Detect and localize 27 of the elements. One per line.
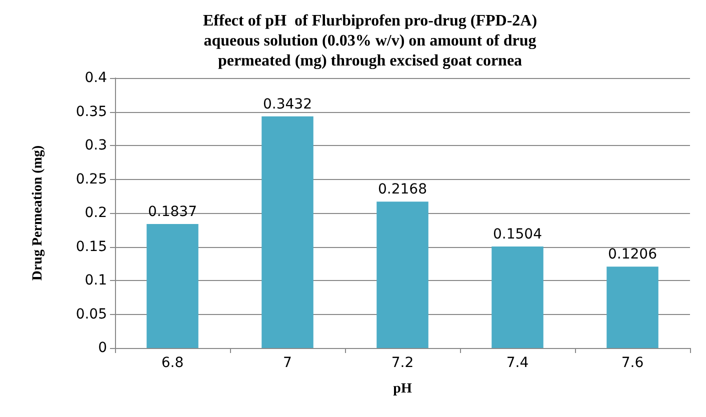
- y-tick-label: 0.15: [76, 238, 107, 255]
- x-axis-title: pH: [393, 382, 412, 396]
- x-tick-label: 6.8: [161, 355, 184, 371]
- y-tick-label: 0: [98, 340, 107, 356]
- x-tick-label: 7: [283, 355, 292, 371]
- x-tick-label: 7.6: [621, 355, 644, 371]
- y-tick-label: 0.05: [76, 306, 107, 322]
- bar: [492, 246, 544, 348]
- data-label: 0.1504: [493, 226, 542, 242]
- y-tick-label: 0.1: [84, 272, 107, 288]
- x-tick-label: 7.4: [506, 355, 529, 371]
- bar: [262, 116, 314, 348]
- y-tick-label: 0.4: [84, 70, 108, 86]
- chart-title: Effect of pH of Flurbiprofen pro-drug (FPD-2A) aqueous solution (0.03% w/v) on amount of drug permeated (mg) through excised goat cornea: [202, 12, 538, 70]
- bar: [606, 266, 658, 348]
- data-label: 0.3432: [263, 96, 312, 112]
- x-tick-label: 7.2: [391, 355, 414, 371]
- data-label: 0.1206: [608, 246, 658, 263]
- y-axis-title: Drug Permeation (mg): [30, 145, 46, 281]
- bar: [376, 202, 428, 348]
- y-tick-label: 0.35: [76, 104, 107, 120]
- y-tick-label: 0.2: [84, 205, 107, 221]
- y-tick-label: 0.25: [76, 171, 107, 188]
- y-tick-label: 0.3: [84, 138, 107, 154]
- data-label: 0.2168: [378, 182, 427, 198]
- data-label: 0.1837: [148, 204, 197, 220]
- bar: [146, 224, 198, 348]
